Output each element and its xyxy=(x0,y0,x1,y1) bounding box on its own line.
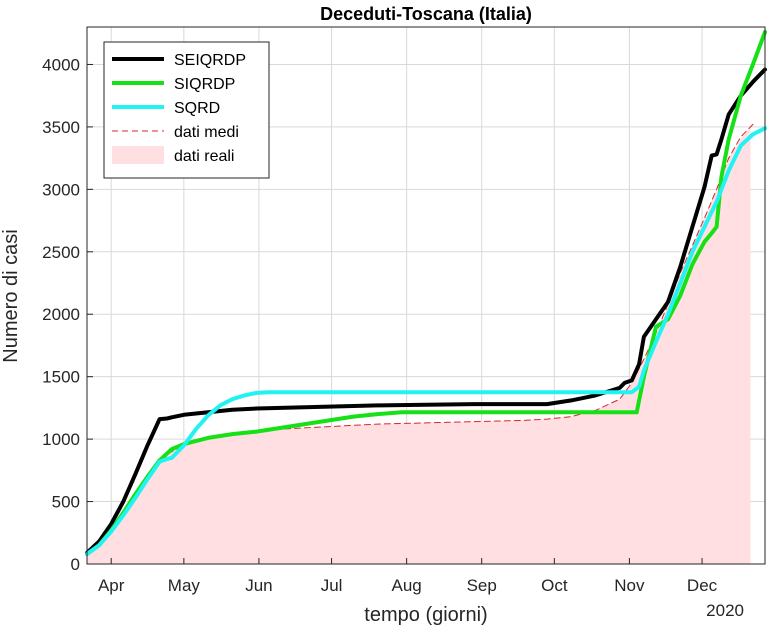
series-seiqrdp-line xyxy=(85,67,767,555)
chart-title: Deceduti-Toscana (Italia) xyxy=(320,4,532,24)
y-tick-label: 1500 xyxy=(42,368,80,387)
x-axis-label: tempo (giorni) xyxy=(364,604,487,626)
x-tick-label: Sep xyxy=(467,576,497,595)
y-tick-label: 500 xyxy=(52,493,80,512)
x-tick-label: Apr xyxy=(98,576,125,595)
legend-label-sqrd: SQRD xyxy=(174,100,220,117)
y-tick-label: 3500 xyxy=(42,118,80,137)
plot-frame xyxy=(86,26,766,565)
area-layer xyxy=(87,126,751,565)
x-tick-label: Jul xyxy=(321,576,343,595)
lines-layer xyxy=(85,30,767,556)
x-tick-label: Dec xyxy=(687,576,718,595)
legend-label-seiqrdp: SEIQRDP xyxy=(174,52,246,69)
x-tick-label: Jun xyxy=(245,576,272,595)
ticks: 0 500 1000 1500 2000 2500 3000 3500 4000 Apr May Ju… xyxy=(42,55,717,595)
x-tick-label: Oct xyxy=(541,576,568,595)
y-tick-label: 4000 xyxy=(42,55,80,74)
y-tick-label: 2500 xyxy=(42,243,80,262)
legend-label-siqrdp: SIQRDP xyxy=(174,76,235,93)
series-dati-reali-area xyxy=(87,126,751,565)
legend-label-dati-medi: dati medi xyxy=(174,124,239,141)
x-tick-label: Nov xyxy=(614,576,645,595)
y-axis-label: Numero di casi xyxy=(0,229,22,362)
series-sqrd-line xyxy=(85,126,767,556)
legend: SEIQRDP SIQRDP SQRD dati medi dati reali xyxy=(103,41,270,179)
legend-label-dati-reali: dati reali xyxy=(174,148,234,165)
y-tick-label: 2000 xyxy=(42,305,80,324)
x-tick-label: May xyxy=(168,576,201,595)
y-tick-label: 0 xyxy=(71,555,80,574)
x-tick-label: Aug xyxy=(392,576,422,595)
y-tick-label: 1000 xyxy=(42,430,80,449)
legend-swatch-dati-reali xyxy=(112,146,164,164)
year-label: 2020 xyxy=(706,601,744,620)
y-tick-label: 3000 xyxy=(42,180,80,199)
